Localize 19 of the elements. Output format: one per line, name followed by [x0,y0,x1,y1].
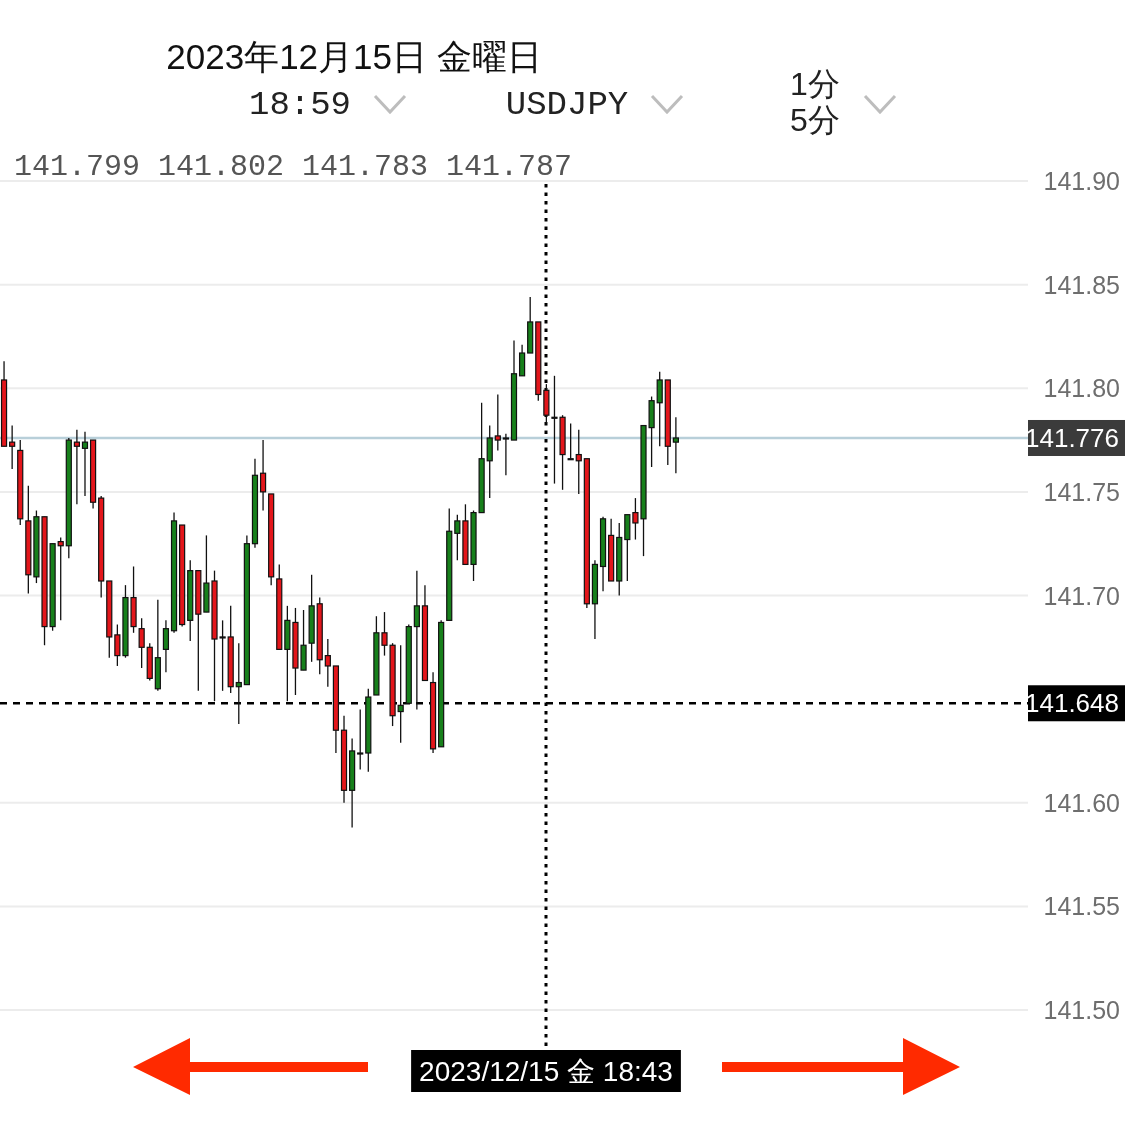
interval-option: 1分 [790,66,840,102]
crosshair-time-label: 2023/12/15 金 18:43 [411,1050,681,1092]
title: 2023年12月15日 金曜日 [166,37,542,76]
y-tick-label: 141.70 [1043,581,1120,610]
ref-line-label: 141.776 [1025,422,1119,453]
symbol-selector: USDJPY [505,86,629,124]
ref-line-label: 141.776 [1025,420,1125,456]
time-selector: 18:59 [249,86,351,124]
y-tick-label: 141.60 [1043,788,1120,817]
interval-option: 5分 [790,102,840,138]
ohlc-readout: 141.799 141.802 141.783 141.787 [14,150,573,184]
y-tick-label: 141.50 [1043,996,1120,1024]
y-tick-label: 141.90 [1043,167,1120,195]
y-tick-label: 141.55 [1043,892,1120,921]
ref-line-label: 141.648 [1025,685,1125,722]
y-tick-label: 141.75 [1043,477,1120,506]
y-tick-label: 141.80 [1043,374,1120,403]
ref-line-label: 141.648 [1025,688,1119,719]
y-tick-label: 141.85 [1043,270,1120,299]
